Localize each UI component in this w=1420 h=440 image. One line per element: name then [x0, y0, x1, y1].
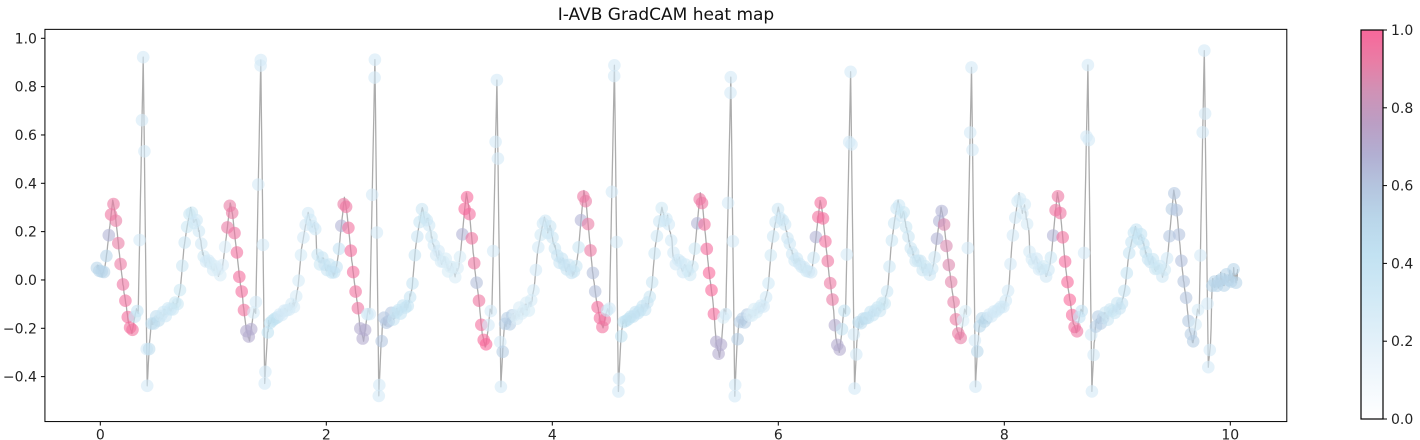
- svg-text:0.6: 0.6: [1391, 179, 1413, 195]
- svg-text:0.2: 0.2: [1391, 334, 1413, 350]
- svg-text:−0.4: −0.4: [3, 370, 37, 386]
- svg-text:0.4: 0.4: [1391, 256, 1413, 272]
- svg-text:0.8: 0.8: [15, 80, 37, 96]
- svg-text:0.4: 0.4: [15, 176, 37, 192]
- svg-text:4: 4: [548, 428, 557, 440]
- y-axis-ticks: 1.0 0.8 0.6 0.4 0.2 0.0 −0.2 −0.4: [3, 31, 45, 386]
- svg-text:0: 0: [96, 428, 105, 440]
- chart-title: I-AVB GradCAM heat map: [557, 5, 775, 25]
- svg-text:1.0: 1.0: [15, 31, 37, 47]
- svg-text:0.0: 0.0: [1391, 412, 1413, 428]
- svg-text:−0.2: −0.2: [3, 321, 37, 337]
- colorbar: 0.0 0.2 0.4 0.6 0.8 1.0: [1360, 23, 1413, 428]
- axes-frame: [44, 28, 1288, 423]
- svg-text:0.8: 0.8: [1391, 101, 1413, 117]
- svg-text:6: 6: [774, 428, 783, 440]
- x-axis-ticks: 0 2 4 6 8 10: [96, 421, 1239, 440]
- svg-text:1.0: 1.0: [1391, 23, 1413, 39]
- svg-text:0.2: 0.2: [15, 225, 37, 241]
- svg-text:8: 8: [1000, 428, 1009, 440]
- gradcam-scatter-points: [90, 44, 1243, 403]
- svg-text:0.6: 0.6: [15, 128, 37, 144]
- svg-text:2: 2: [322, 428, 331, 440]
- svg-text:10: 10: [1221, 428, 1239, 440]
- svg-text:0.0: 0.0: [15, 273, 37, 289]
